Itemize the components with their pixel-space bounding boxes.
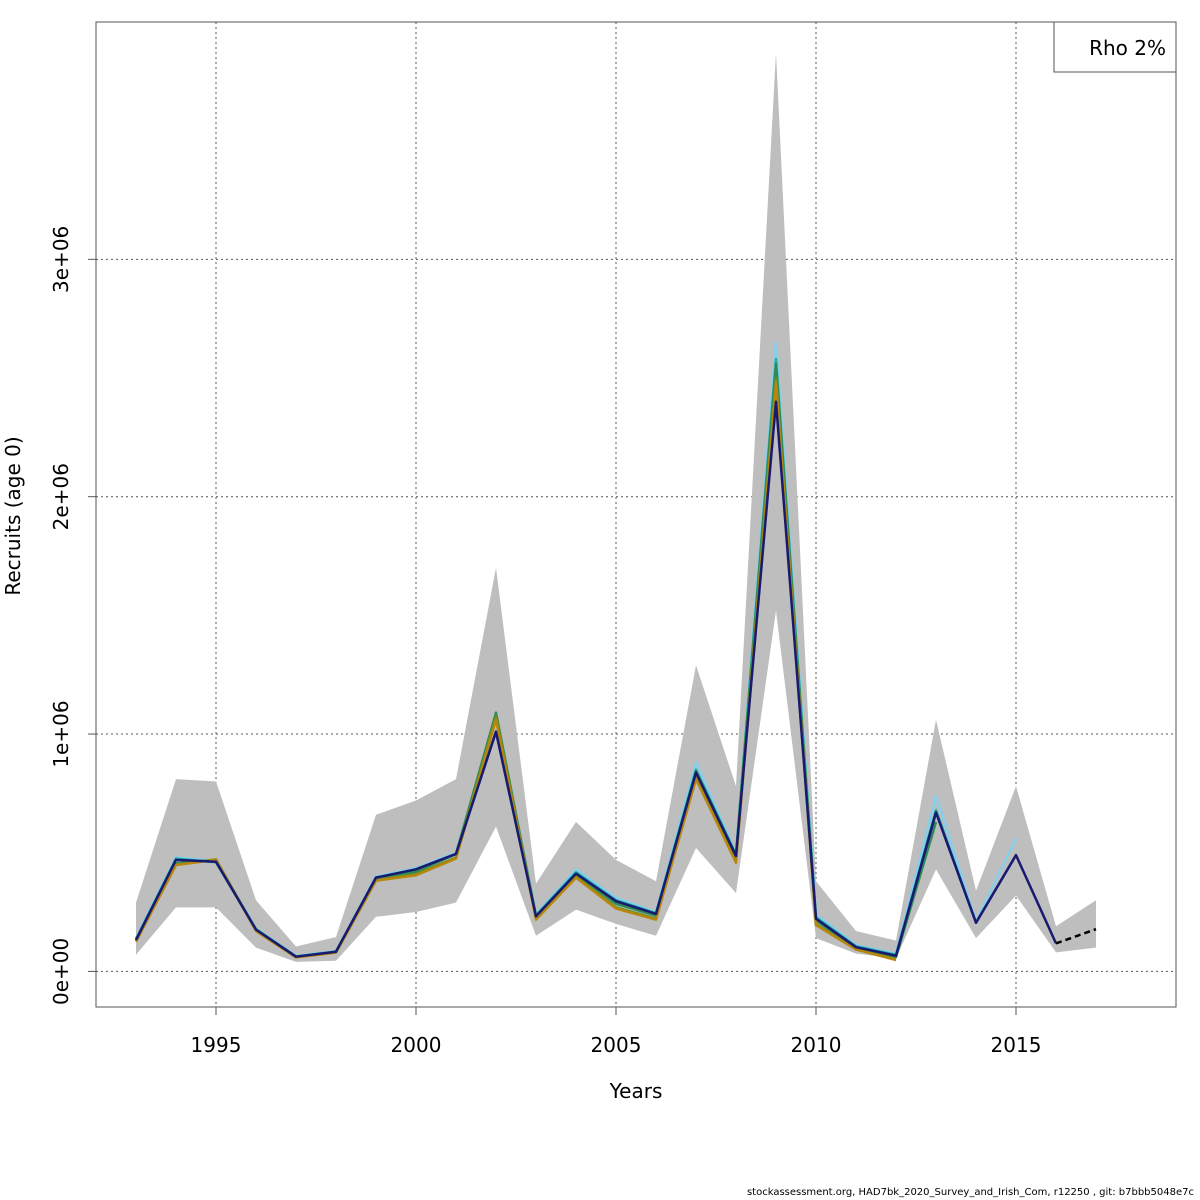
x-tick-label: 2000 [391, 1033, 442, 1057]
legend-text: Rho 2% [1089, 36, 1166, 60]
x-tick-label: 2015 [991, 1033, 1042, 1057]
y-tick-label: 3e+06 [49, 226, 73, 293]
y-tick-label: 2e+06 [49, 463, 73, 530]
y-axis: 0e+00 1e+06 2e+06 3e+06 [49, 226, 96, 1005]
series-lines [134, 341, 1097, 962]
x-axis-title: Years [609, 1079, 663, 1103]
x-tick-label: 2010 [791, 1033, 842, 1057]
y-tick-label: 1e+06 [49, 700, 73, 767]
x-tick-label: 2005 [591, 1033, 642, 1057]
series-line-8 [1055, 927, 1097, 945]
y-axis-title: Recruits (age 0) [1, 436, 25, 595]
footer-caption: stockassessment.org, HAD7bk_2020_Survey_… [746, 1187, 1194, 1198]
series-line-7 [134, 400, 1058, 958]
legend: Rho 2% [1053, 21, 1177, 73]
x-axis: 1995 2000 2005 2010 2015 [191, 1007, 1042, 1057]
legend-box [1053, 21, 1177, 73]
y-tick-label: 0e+00 [49, 938, 73, 1005]
plot-frame [95, 21, 1177, 1008]
x-tick-label: 1995 [191, 1033, 242, 1057]
